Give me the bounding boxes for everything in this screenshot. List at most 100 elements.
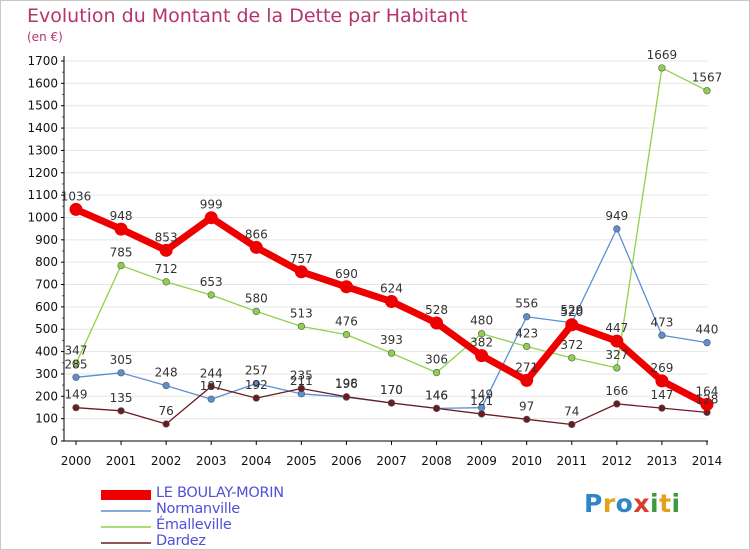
data-label-normanville: 196 — [335, 377, 358, 391]
legend-label: Dardez — [156, 533, 206, 549]
data-label-dardez: 97 — [519, 399, 534, 413]
x-tick-label: 2008 — [421, 454, 452, 468]
data-label-normanville: 170 — [380, 383, 403, 397]
data-point-dardez — [613, 400, 621, 408]
data-labels: 285 305 248 187 257 211 196 170 146 149 556 529 949 4… — [61, 48, 723, 419]
data-point-le-boulay-morin — [610, 334, 624, 348]
y-tick-label: 1100 — [27, 188, 58, 202]
data-label-le-boulay-morin: 164 — [696, 384, 719, 398]
y-tick-label: 700 — [35, 278, 58, 292]
data-label-dardez: 147 — [650, 388, 673, 402]
data-label--malleville: 785 — [110, 246, 133, 260]
data-label--malleville: 1567 — [692, 71, 723, 85]
series-line-normanville — [75, 228, 708, 410]
data-label--malleville: 480 — [470, 314, 493, 328]
data-label-le-boulay-morin: 624 — [380, 282, 403, 296]
data-label-normanville: 146 — [425, 388, 448, 402]
data-label--malleville: 513 — [290, 306, 313, 320]
data-point-normanville — [703, 339, 711, 347]
data-point-dardez — [297, 384, 305, 393]
data-point-le-boulay-morin — [294, 265, 308, 279]
data-label-normanville: 949 — [605, 209, 628, 223]
x-tick-label: 2014 — [692, 454, 723, 468]
data-point-normanville — [252, 379, 260, 388]
data-point--malleville — [568, 354, 576, 362]
data-point-le-boulay-morin — [204, 211, 218, 225]
data-point-le-boulay-morin — [475, 349, 489, 363]
data-label-le-boulay-morin: 271 — [515, 360, 538, 374]
x-tick-label: 2009 — [466, 454, 497, 468]
x-tick-label: 2006 — [331, 454, 362, 468]
data-label-dardez: 128 — [696, 392, 719, 406]
data-label--malleville: 327 — [605, 348, 628, 362]
y-tick-label: 0 — [50, 434, 58, 448]
x-tick-label: 2002 — [151, 454, 182, 468]
data-point--malleville — [72, 359, 80, 368]
data-label-le-boulay-morin: 382 — [470, 336, 493, 350]
data-label-dardez: 74 — [564, 404, 579, 418]
data-label-normanville: 248 — [155, 366, 178, 380]
x-tick-label: 2013 — [647, 454, 678, 468]
data-point-dardez — [162, 420, 170, 428]
data-point-le-boulay-morin — [384, 295, 398, 309]
y-tick-label: 900 — [35, 233, 58, 247]
data-label-dardez: 149 — [65, 388, 88, 402]
proxiti-logo: Proxiti — [584, 489, 681, 518]
data-point--malleville — [252, 307, 260, 315]
data-point-dardez — [117, 407, 125, 415]
data-label-le-boulay-morin: 757 — [290, 252, 313, 266]
x-tick-label: 2004 — [241, 454, 272, 468]
data-label-dardez: 166 — [605, 384, 628, 398]
data-point-dardez — [568, 420, 576, 429]
data-label--malleville: 347 — [65, 343, 88, 357]
data-point-dardez — [342, 393, 351, 401]
data-label-dardez: 121 — [470, 394, 493, 408]
data-point-le-boulay-morin — [700, 397, 714, 411]
y-tick-label: 600 — [35, 300, 58, 314]
data-label--malleville: 423 — [515, 326, 538, 340]
data-point-le-boulay-morin — [565, 318, 579, 332]
data-point--malleville — [658, 64, 666, 72]
x-tick-label: 2001 — [106, 454, 137, 468]
y-tick-label: 800 — [35, 255, 58, 269]
y-tick-label: 1500 — [27, 99, 58, 113]
y-tick-label: 1600 — [27, 76, 58, 90]
chart-title: Evolution du Montant de la Dette par Hab… — [27, 5, 468, 27]
data-point-normanville — [613, 225, 621, 233]
data-label-le-boulay-morin: 690 — [335, 267, 358, 281]
x-tick-label: 2003 — [196, 454, 227, 468]
data-label-dardez: 235 — [290, 368, 313, 382]
data-label-le-boulay-morin: 948 — [110, 209, 133, 223]
legend-swatch — [101, 535, 151, 549]
y-tick-label: 400 — [35, 345, 58, 359]
y-tick-label: 300 — [35, 367, 58, 381]
data-point-le-boulay-morin — [249, 240, 263, 254]
data-label--malleville: 580 — [245, 291, 268, 305]
x-tick-label: 2011 — [556, 454, 587, 468]
data-point-dardez — [387, 399, 396, 407]
data-label-le-boulay-morin: 853 — [155, 230, 178, 244]
data-point-dardez — [523, 415, 531, 423]
data-label-dardez: 76 — [158, 404, 173, 418]
grid-lines — [64, 60, 708, 442]
data-label-dardez: 192 — [245, 378, 268, 392]
data-point--malleville — [387, 349, 396, 357]
series-lines — [69, 64, 714, 429]
y-tick-label: 100 — [35, 412, 58, 426]
legend-swatch — [101, 519, 151, 535]
data-point--malleville — [342, 331, 351, 339]
data-label-normanville: 473 — [650, 315, 673, 329]
y-tick-label: 1400 — [27, 121, 58, 135]
data-point-le-boulay-morin — [520, 373, 534, 387]
data-point-normanville — [117, 369, 125, 377]
data-label--malleville: 653 — [200, 275, 223, 289]
y-tick-label: 500 — [35, 322, 58, 336]
data-label--malleville: 1669 — [647, 48, 678, 62]
data-point-dardez — [658, 404, 666, 412]
data-label-le-boulay-morin: 269 — [650, 361, 673, 375]
legend-label: Émalleville — [156, 517, 232, 533]
y-tick-label: 1700 — [27, 54, 58, 68]
y-tick-label: 1200 — [27, 166, 58, 180]
legend-label: LE BOULAY-MORIN — [156, 485, 284, 501]
